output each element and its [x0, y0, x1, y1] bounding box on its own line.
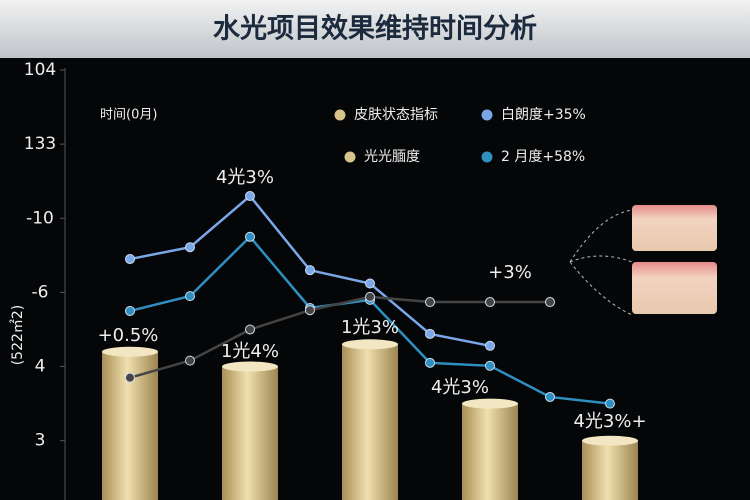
point	[485, 340, 495, 351]
skin-illustration	[569, 205, 717, 316]
legend-label: 皮肤状态指标	[354, 107, 438, 123]
legend-label: 光光腼度	[364, 149, 420, 165]
point	[365, 278, 375, 289]
line	[129, 295, 550, 379]
point	[545, 391, 555, 402]
legend-swatch	[481, 109, 493, 121]
point	[425, 328, 435, 339]
annotation: +3%	[488, 262, 532, 283]
point	[185, 291, 195, 302]
y-tick-label: -6	[32, 282, 49, 302]
point	[245, 191, 255, 202]
annotation: 4光3%	[216, 167, 274, 188]
point	[485, 360, 495, 371]
bar-cap	[582, 435, 638, 446]
legend-swatch	[334, 109, 346, 121]
point	[305, 265, 315, 276]
chart-title: 水光项目效果维持时间分析	[213, 14, 537, 45]
y-tick-label: 3	[35, 431, 46, 451]
bar-cap	[342, 339, 398, 350]
bar	[582, 440, 638, 500]
y-tick-label: 104	[24, 60, 56, 80]
annotation: +0.5%	[98, 325, 159, 346]
annotation: 1光4%	[221, 341, 279, 362]
point	[185, 242, 195, 253]
axis-note: 时间(0月)	[100, 108, 157, 123]
point	[545, 297, 555, 308]
title-band	[0, 0, 750, 58]
point	[365, 291, 375, 302]
y-axis-label: (522㎡2)	[10, 305, 26, 366]
legend-label: 2 月度+58%	[501, 149, 585, 165]
point	[125, 372, 135, 383]
point	[305, 305, 315, 316]
bar-cap	[222, 361, 278, 372]
point	[125, 305, 135, 316]
bar	[342, 344, 398, 500]
bar-cap	[462, 398, 518, 409]
bar	[222, 366, 278, 500]
point	[125, 254, 135, 265]
point	[245, 231, 255, 242]
legend-swatch	[481, 151, 493, 163]
bar-cap	[102, 346, 158, 357]
legend-label: 白朗度+35%	[501, 107, 586, 123]
point	[425, 357, 435, 368]
annotation: 4光3%+	[573, 411, 646, 432]
bar	[462, 403, 518, 500]
y-tick-label: 133	[24, 134, 56, 154]
legend-swatch	[344, 151, 356, 163]
point	[245, 324, 255, 335]
annotation: 4光3%	[431, 377, 489, 398]
point	[185, 355, 195, 366]
point	[605, 398, 615, 409]
point	[485, 297, 495, 308]
y-tick-label: -10	[26, 208, 54, 228]
annotation: 1光3%	[341, 317, 399, 338]
point	[425, 297, 435, 308]
y-tick-label: 4	[35, 357, 46, 377]
